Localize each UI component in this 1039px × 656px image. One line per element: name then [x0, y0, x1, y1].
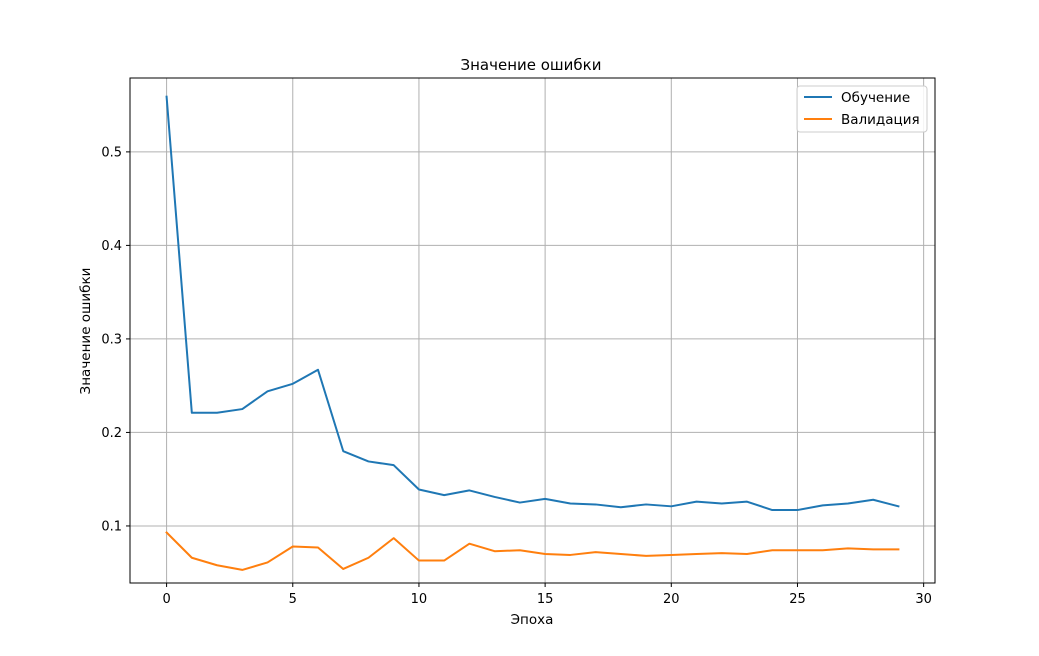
legend: Обучение Валидация	[796, 85, 928, 133]
y-tick-label: 0.3	[101, 332, 122, 347]
axis-ticks: 0 5 10 15 20 25 30 0.1 0.2 0.3 0.4 0.5	[101, 145, 932, 607]
x-axis-title: Эпоха	[511, 612, 554, 628]
y-axis-title: Значение ошибки	[78, 268, 94, 395]
x-tick-label: 15	[537, 592, 554, 607]
chart-title: Значение ошибки	[461, 56, 602, 74]
y-tick-label: 0.1	[101, 519, 122, 534]
y-tick-label: 0.2	[101, 426, 122, 441]
x-tick-label: 20	[663, 592, 680, 607]
x-tick-label: 5	[289, 592, 297, 607]
legend-label-validation: Валидация	[841, 112, 920, 128]
legend-label-train: Обучение	[841, 90, 910, 106]
y-tick-label: 0.5	[101, 145, 122, 160]
plot-area-frame	[129, 77, 936, 584]
x-tick-label: 25	[789, 592, 806, 607]
y-tick-label: 0.4	[101, 239, 122, 254]
series-line-validation	[165, 531, 900, 571]
x-tick-label: 0	[162, 592, 170, 607]
grid	[130, 78, 935, 583]
series-lines	[165, 95, 900, 571]
series-line-train	[165, 95, 900, 512]
x-tick-label: 30	[915, 592, 932, 607]
x-tick-label: 10	[411, 592, 428, 607]
